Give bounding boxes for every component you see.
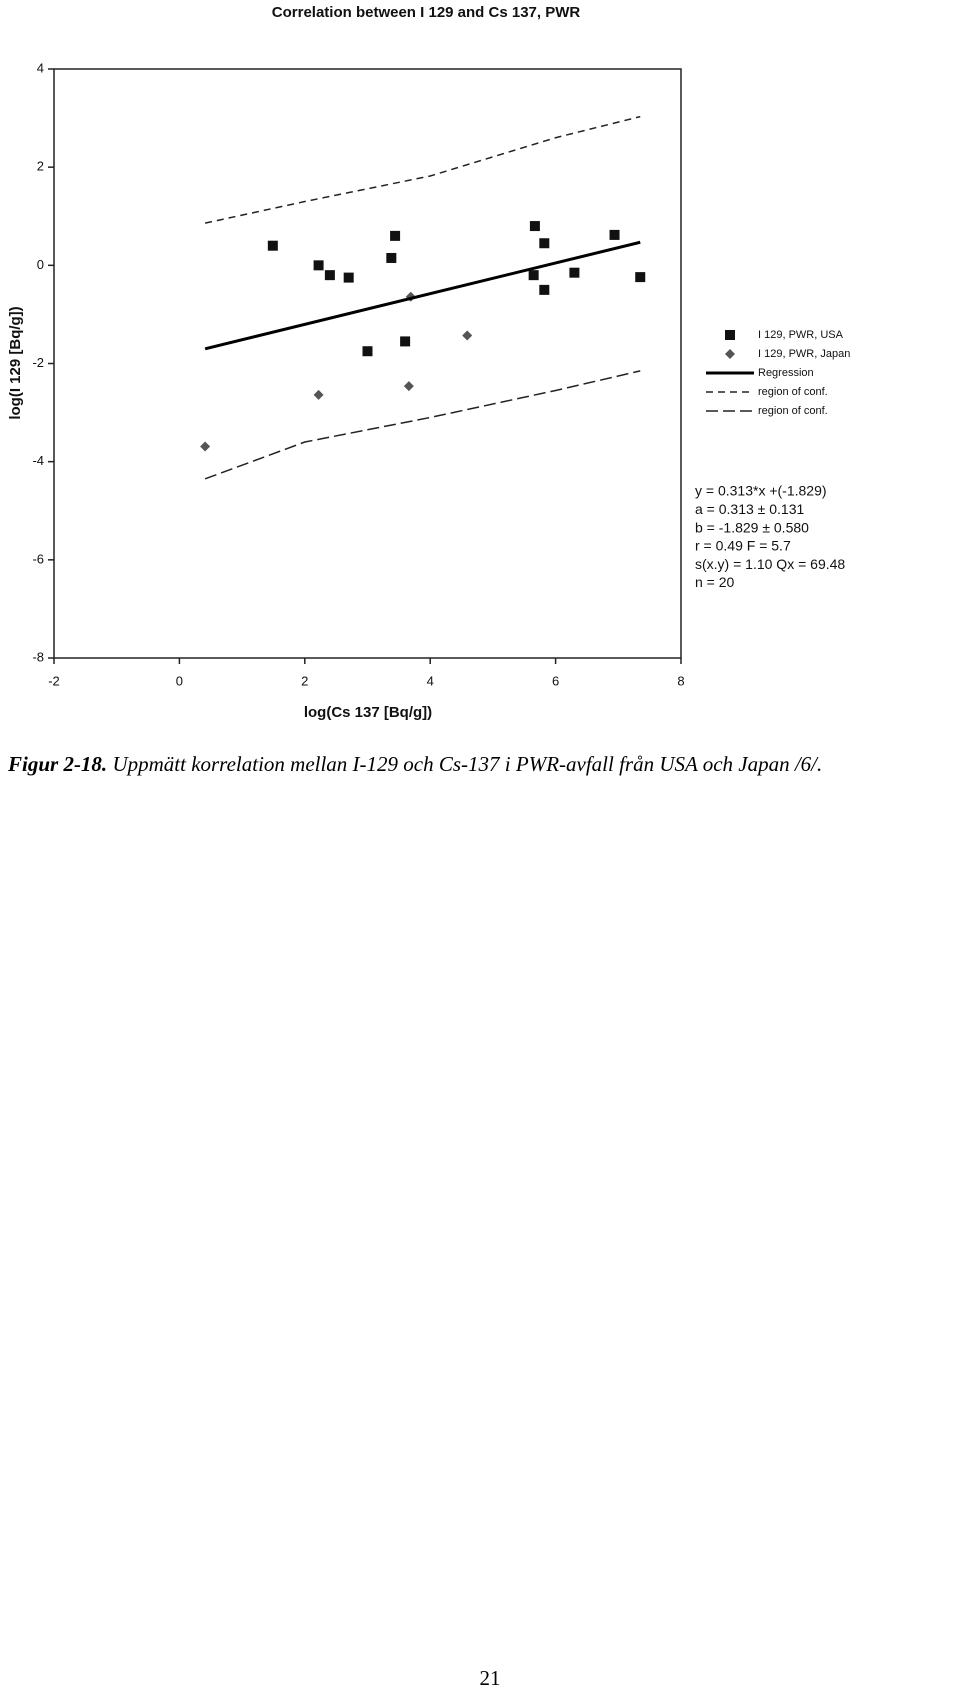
y-tick-label: 2 bbox=[37, 159, 44, 174]
legend-label: region of conf. bbox=[758, 405, 828, 417]
x-tick-label: 0 bbox=[176, 673, 183, 688]
data-point bbox=[200, 441, 211, 452]
legend-swatch bbox=[725, 349, 735, 359]
y-tick-label: -2 bbox=[32, 355, 44, 370]
series-line bbox=[204, 115, 641, 224]
x-tick-label: 4 bbox=[427, 673, 434, 688]
page-number: 21 bbox=[479, 1666, 501, 1690]
y-tick-label: 4 bbox=[37, 60, 44, 75]
legend-label: I 129, PWR, USA bbox=[758, 329, 844, 341]
series-line bbox=[204, 370, 641, 480]
data-point bbox=[313, 260, 324, 271]
chart: Correlation between I 129 and Cs 137, PW… bbox=[7, 4, 850, 721]
caption-text: Uppmätt korrelation mellan I-129 och Cs-… bbox=[112, 752, 823, 776]
data-point bbox=[528, 270, 539, 281]
data-point bbox=[400, 336, 411, 347]
data-point bbox=[609, 229, 620, 240]
legend-label: Regression bbox=[758, 367, 814, 379]
stats-annotation: a = 0.313 ± 0.131 bbox=[695, 501, 804, 517]
data-point bbox=[403, 381, 414, 392]
data-point bbox=[343, 272, 354, 283]
x-tick-label: 2 bbox=[301, 673, 308, 688]
stats-annotation: r = 0.49 F = 5.7 bbox=[695, 538, 791, 554]
y-axis-label: log(I 129 [Bq/g]) bbox=[7, 306, 24, 419]
data-point bbox=[569, 267, 580, 278]
data-point bbox=[529, 221, 540, 232]
data-point bbox=[539, 238, 550, 249]
data-point bbox=[313, 389, 324, 400]
x-tick-label: -2 bbox=[48, 673, 60, 688]
y-tick-label: -4 bbox=[32, 453, 44, 468]
caption: Figur 2-18. Uppmätt korrelation mellan I… bbox=[8, 752, 822, 777]
data-point bbox=[386, 252, 397, 263]
data-point bbox=[539, 284, 550, 295]
series-line bbox=[204, 240, 641, 351]
legend-label: region of conf. bbox=[758, 386, 828, 398]
y-tick-label: 0 bbox=[37, 257, 44, 272]
data-point bbox=[462, 330, 473, 341]
data-point bbox=[635, 272, 646, 283]
legend-swatch bbox=[725, 330, 735, 340]
data-point bbox=[267, 240, 278, 251]
legend-label: I 129, PWR, Japan bbox=[758, 348, 850, 360]
caption-label: Figur 2-18. bbox=[8, 752, 108, 776]
y-tick-label: -6 bbox=[32, 551, 44, 566]
x-axis-label: log(Cs 137 [Bq/g]) bbox=[304, 704, 432, 721]
plot-frame bbox=[53, 68, 682, 659]
x-tick-label: 8 bbox=[677, 673, 684, 688]
chart-title: Correlation between I 129 and Cs 137, PW… bbox=[272, 4, 581, 21]
data-point bbox=[390, 230, 401, 241]
x-tick-label: 6 bbox=[552, 673, 559, 688]
y-tick-label: -8 bbox=[32, 649, 44, 664]
stats-annotation: y = 0.313*x +(-1.829) bbox=[695, 483, 827, 499]
stats-annotation: b = -1.829 ± 0.580 bbox=[695, 519, 809, 535]
data-point bbox=[362, 346, 373, 357]
stats-annotation: n = 20 bbox=[695, 574, 735, 590]
data-point bbox=[324, 270, 335, 281]
stats-annotation: s(x.y) = 1.10 Qx = 69.48 bbox=[695, 556, 845, 572]
